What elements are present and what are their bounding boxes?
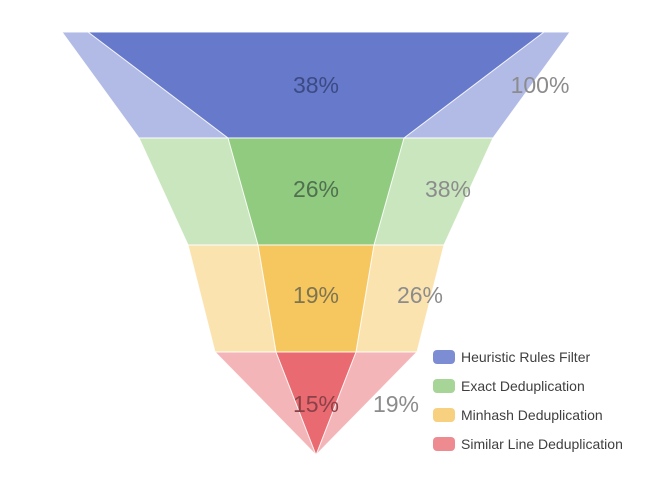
- inner-percent-label-minhash-deduplication: 19%: [293, 282, 339, 308]
- legend-item-similar-line-deduplication[interactable]: Similar Line Deduplication: [433, 437, 623, 451]
- legend-item-exact-deduplication[interactable]: Exact Deduplication: [433, 379, 623, 393]
- outer-percent-label-minhash-deduplication: 26%: [397, 282, 443, 308]
- legend-swatch-minhash-deduplication: [433, 408, 455, 422]
- funnel-segment-inner-similar-line-deduplication[interactable]: [275, 351, 357, 456]
- inner-percent-label-similar-line-deduplication: 15%: [293, 391, 339, 417]
- legend-item-minhash-deduplication[interactable]: Minhash Deduplication: [433, 408, 623, 422]
- legend-label-minhash-deduplication: Minhash Deduplication: [461, 407, 603, 423]
- outer-percent-label-heuristic-rules-filter: 100%: [511, 72, 570, 98]
- legend-swatch-similar-line-deduplication: [433, 437, 455, 451]
- legend-swatch-exact-deduplication: [433, 379, 455, 393]
- legend-label-heuristic-rules-filter: Heuristic Rules Filter: [461, 349, 591, 365]
- funnel-labels: 38% 100% 26% 38% 19% 26% 15% 19%: [293, 72, 569, 417]
- legend: Heuristic Rules Filter Exact Deduplicatio…: [433, 350, 623, 451]
- legend-swatch-heuristic-rules-filter: [433, 350, 455, 364]
- legend-label-similar-line-deduplication: Similar Line Deduplication: [461, 436, 623, 452]
- outer-percent-label-similar-line-deduplication: 19%: [373, 391, 419, 417]
- inner-funnel: [87, 31, 545, 456]
- inner-percent-label-exact-deduplication: 26%: [293, 176, 339, 202]
- inner-percent-label-heuristic-rules-filter: 38%: [293, 72, 339, 98]
- legend-item-heuristic-rules-filter[interactable]: Heuristic Rules Filter: [433, 350, 623, 364]
- legend-label-exact-deduplication: Exact Deduplication: [461, 378, 585, 394]
- outer-percent-label-exact-deduplication: 38%: [425, 176, 471, 202]
